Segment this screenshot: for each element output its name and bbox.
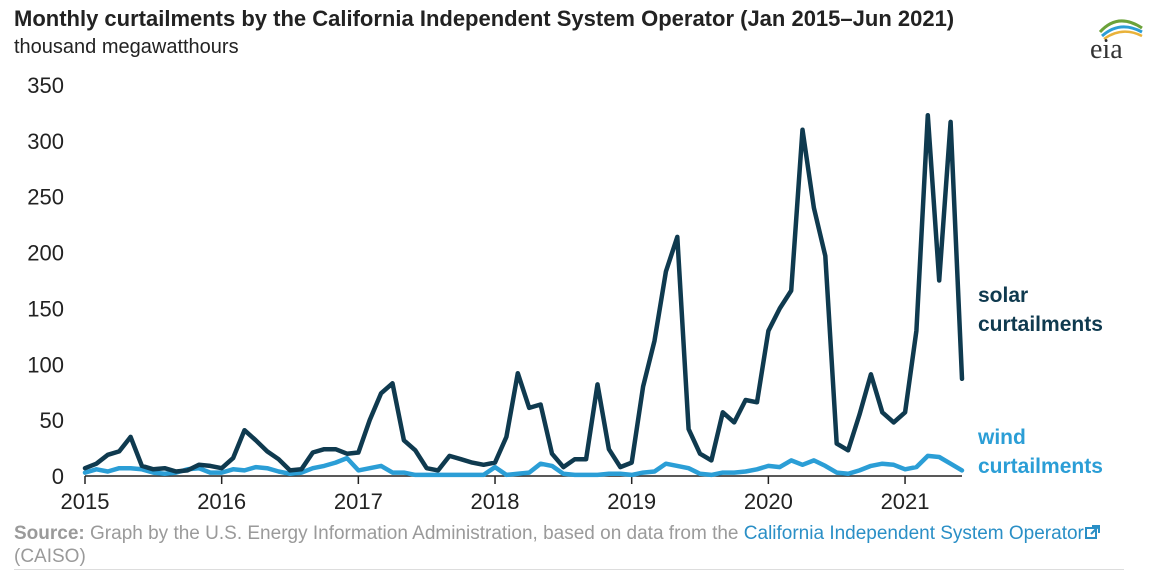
wind-series-label-line1: wind (977, 426, 1026, 449)
wind-series-label-line2: curtailments (978, 455, 1103, 478)
wind-series-line (82, 453, 965, 478)
caiso-link-text[interactable]: California Independent System Operator (743, 523, 1084, 544)
source-note: Source: Graph by the U.S. Energy Informa… (14, 522, 1124, 568)
external-link-icon[interactable] (1084, 525, 1100, 540)
source-suffix: (CAISO) (14, 546, 86, 567)
chart-units-label: thousand megawatthours (14, 36, 239, 58)
x-tick-label: 2019 (607, 489, 656, 514)
eia-logo: eia (1090, 19, 1143, 64)
solar-series-label-line1: solar (978, 284, 1028, 307)
source-text: Graph by the U.S. Energy Information Adm… (90, 523, 739, 544)
source-label: Source: (14, 523, 85, 544)
caiso-link[interactable]: California Independent System Operator (744, 523, 1100, 544)
y-tick-label: 150 (27, 296, 64, 321)
eia-logo-text: eia (1090, 34, 1123, 64)
x-tick-label: 2015 (61, 489, 110, 514)
solar-series-label-line2: curtailments (978, 313, 1103, 336)
y-tick-label: 100 (27, 352, 64, 377)
y-tick-label: 250 (27, 185, 64, 210)
x-tick-label: 2021 (881, 489, 930, 514)
x-axis-ticks: 2015 2016 2017 2018 2019 2020 2021 (61, 476, 930, 514)
footer-divider (14, 569, 1124, 570)
chart-title: Monthly curtailments by the California I… (14, 6, 955, 31)
y-tick-label: 200 (27, 241, 64, 266)
y-tick-label: 0 (52, 464, 64, 489)
y-tick-label: 50 (40, 408, 64, 433)
x-tick-label: 2018 (471, 489, 520, 514)
solar-series-line (82, 112, 965, 474)
x-tick-label: 2017 (334, 489, 383, 514)
x-tick-label: 2020 (744, 489, 793, 514)
y-axis-ticks: 0 50 100 150 200 250 300 350 (27, 73, 64, 489)
series-lines (82, 112, 965, 478)
y-tick-label: 350 (27, 73, 64, 98)
y-tick-label: 300 (27, 129, 64, 154)
x-tick-label: 2016 (197, 489, 246, 514)
